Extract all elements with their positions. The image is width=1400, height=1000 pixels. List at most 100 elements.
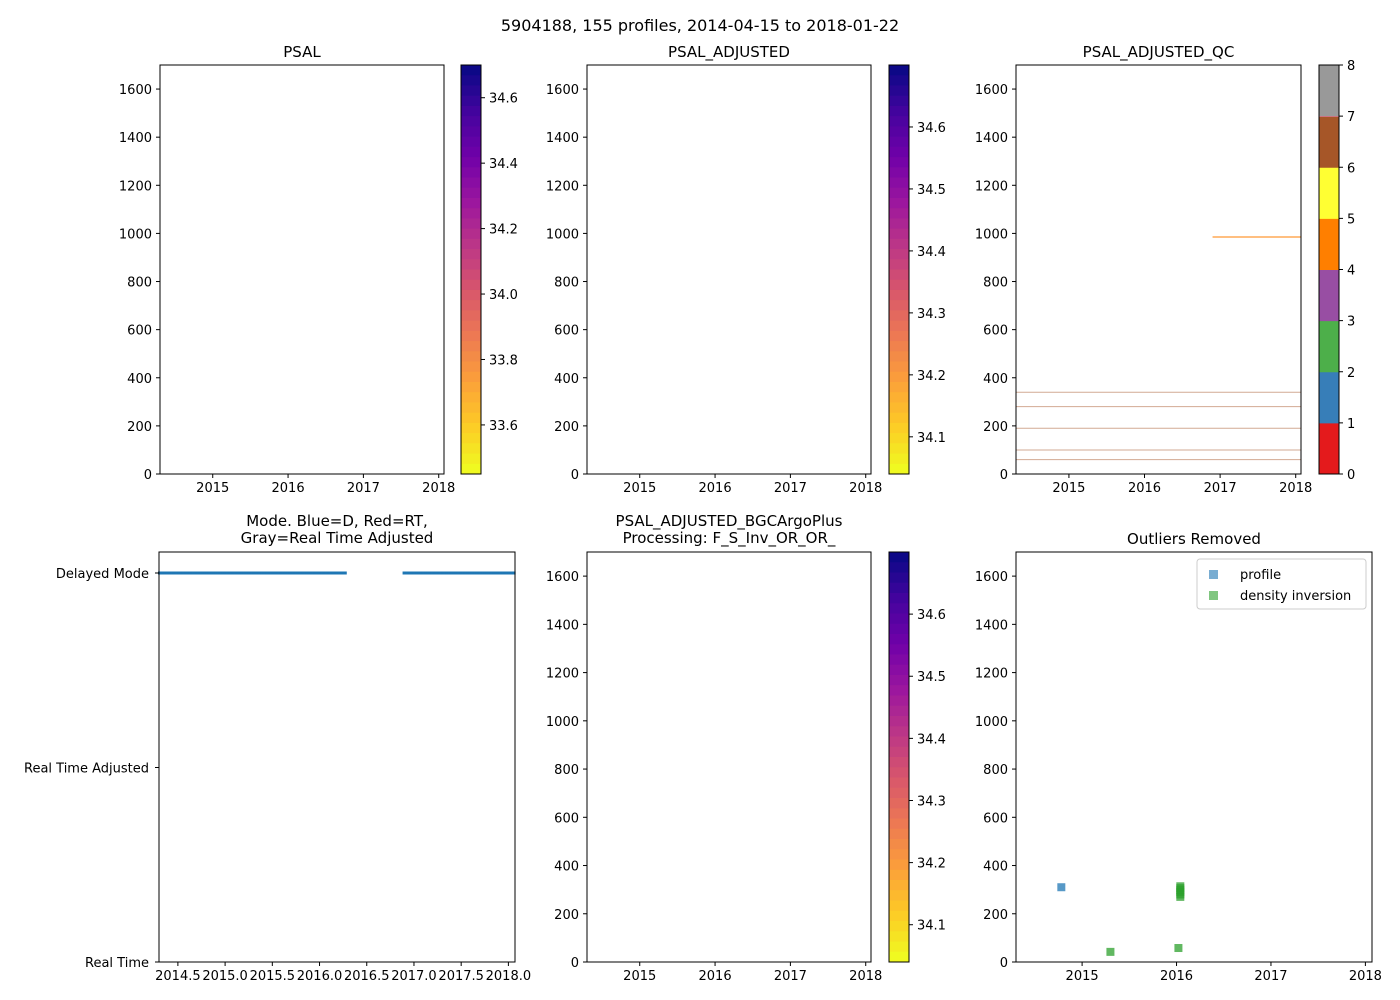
mode-marker bbox=[272, 571, 275, 575]
colorbar-band bbox=[461, 126, 481, 138]
colorbar-band bbox=[889, 167, 909, 178]
mode-y-label: Delayed Mode bbox=[56, 567, 149, 582]
y-tick-label: 600 bbox=[983, 324, 1008, 339]
colorbar-band bbox=[461, 433, 481, 444]
colorbar-band bbox=[1319, 116, 1339, 168]
colorbar-band bbox=[461, 279, 481, 291]
mode-marker bbox=[421, 571, 424, 575]
mode-marker bbox=[291, 571, 294, 575]
colorbar-band bbox=[889, 371, 909, 383]
mode-marker bbox=[473, 571, 476, 575]
y-tick-label: 200 bbox=[554, 908, 579, 923]
colorbar-band bbox=[889, 116, 909, 127]
mode-marker bbox=[324, 571, 327, 575]
mode-marker bbox=[250, 571, 253, 575]
x-tick-label: 2017.0 bbox=[391, 969, 437, 984]
y-tick-label: 1600 bbox=[546, 570, 579, 585]
mode-marker bbox=[237, 571, 240, 575]
colorbar-band bbox=[461, 197, 481, 209]
mode-marker bbox=[235, 571, 238, 575]
colorbar-band bbox=[889, 726, 909, 737]
colorbar-band bbox=[889, 603, 909, 614]
colorbar-band bbox=[889, 259, 909, 270]
mode-marker bbox=[168, 571, 171, 575]
colorbar-band bbox=[889, 279, 909, 291]
colorbar-band bbox=[461, 157, 481, 168]
y-tick-label: 400 bbox=[983, 372, 1008, 387]
mode-marker bbox=[293, 571, 296, 575]
mode-marker bbox=[199, 571, 202, 575]
mode-marker bbox=[466, 571, 469, 575]
y-tick-label: 1000 bbox=[975, 715, 1008, 730]
y-tick-label: 600 bbox=[554, 324, 579, 339]
mode-marker bbox=[159, 571, 162, 575]
colorbar-band bbox=[889, 453, 909, 465]
colorbar-band bbox=[889, 931, 909, 942]
x-tick-label: 2016 bbox=[1128, 481, 1161, 496]
axes-frame bbox=[159, 64, 445, 475]
colorbar-band bbox=[461, 463, 481, 475]
mode-marker bbox=[160, 571, 163, 575]
x-tick-label: 2017.5 bbox=[438, 969, 484, 984]
mode-marker bbox=[190, 571, 193, 575]
mode-marker bbox=[464, 571, 467, 575]
mode-marker bbox=[479, 571, 482, 575]
colorbar-tick-label: 34.1 bbox=[917, 919, 946, 934]
mode-marker bbox=[483, 571, 486, 575]
x-tick-label: 2016.0 bbox=[297, 969, 343, 984]
colorbar-band bbox=[461, 146, 481, 158]
mode-marker bbox=[510, 571, 513, 575]
colorbar-band bbox=[889, 593, 909, 604]
mode-marker bbox=[470, 571, 473, 575]
mode-marker bbox=[427, 571, 430, 575]
mode-marker bbox=[511, 571, 514, 575]
mode-marker bbox=[410, 571, 413, 575]
mode-marker bbox=[404, 571, 407, 575]
mode-marker bbox=[501, 571, 504, 575]
colorbar-band bbox=[889, 695, 909, 707]
colorbar-band bbox=[889, 351, 909, 363]
subplot-psal: 2015 2016 2017 2018 0 200 400 600 800 1000 1200 140… bbox=[119, 43, 518, 496]
axes-frame bbox=[158, 551, 516, 963]
y-tick-label: 800 bbox=[983, 276, 1008, 291]
y-tick-label: 1200 bbox=[975, 667, 1008, 682]
colorbar-band bbox=[889, 136, 909, 148]
colorbar-tick-label: 34.2 bbox=[917, 857, 946, 872]
colorbar-band bbox=[889, 613, 909, 625]
mode-marker bbox=[507, 571, 510, 575]
colorbar-band bbox=[889, 552, 909, 563]
y-tick-label: 1600 bbox=[546, 83, 579, 98]
mode-marker bbox=[208, 571, 211, 575]
mode-marker bbox=[319, 571, 322, 575]
y-tick-label: 600 bbox=[554, 811, 579, 826]
colorbar-band bbox=[461, 65, 481, 76]
mode-marker bbox=[297, 571, 300, 575]
mode-marker bbox=[302, 571, 305, 575]
mode-marker bbox=[205, 571, 208, 575]
colorbar-band bbox=[889, 422, 909, 434]
mode-marker bbox=[500, 571, 503, 575]
x-tick-label: 2017 bbox=[774, 481, 807, 496]
colorbar-band bbox=[889, 736, 909, 748]
x-tick-label: 2017 bbox=[1254, 969, 1287, 984]
x-tick-label: 2016 bbox=[699, 481, 732, 496]
mode-y-label: Real Time bbox=[85, 956, 149, 971]
y-tick-label: 1400 bbox=[975, 618, 1008, 633]
mode-marker bbox=[311, 571, 314, 575]
mode-marker bbox=[220, 571, 223, 575]
mode-marker bbox=[232, 571, 235, 575]
mode-marker bbox=[341, 571, 344, 575]
mode-marker bbox=[434, 571, 437, 575]
y-tick-label: 1000 bbox=[546, 227, 579, 242]
mode-marker bbox=[315, 571, 318, 575]
colorbar-tick-label: 34.5 bbox=[917, 183, 946, 198]
mode-marker bbox=[333, 571, 336, 575]
y-tick-label: 400 bbox=[127, 372, 152, 387]
mode-marker bbox=[318, 571, 321, 575]
mode-marker bbox=[268, 571, 271, 575]
colorbar-band bbox=[889, 818, 909, 830]
mode-marker bbox=[502, 571, 505, 575]
mode-marker bbox=[420, 571, 423, 575]
mode-marker bbox=[451, 571, 454, 575]
mode-marker bbox=[509, 571, 512, 575]
